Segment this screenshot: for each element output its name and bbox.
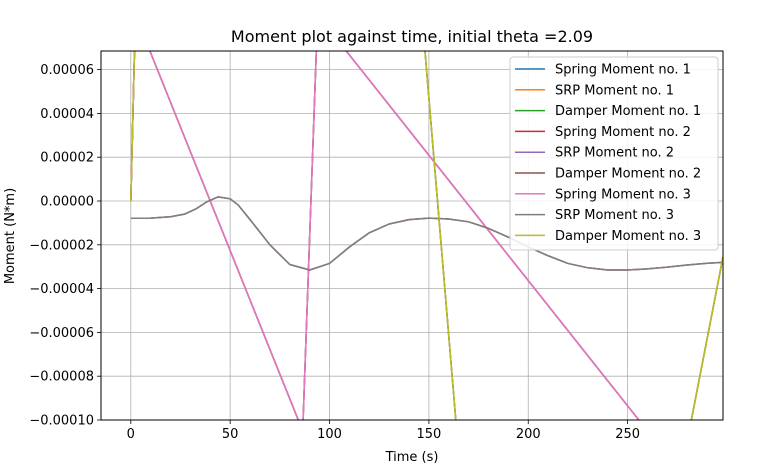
y-tick-label: −0.00008 bbox=[29, 370, 94, 385]
y-tick-label: −0.00010 bbox=[29, 414, 94, 429]
y-tick-label: 0.00004 bbox=[40, 107, 94, 122]
y-tick-label: −0.00002 bbox=[29, 238, 94, 253]
x-axis-label: Time (s) bbox=[385, 450, 439, 465]
y-axis-label: Moment (N*m) bbox=[3, 188, 18, 284]
x-tick-label: 250 bbox=[615, 427, 640, 442]
series-line-7 bbox=[130, 51, 640, 420]
legend-label-2: SRP Moment no. 1 bbox=[555, 83, 674, 98]
y-tick-label: −0.00004 bbox=[29, 282, 94, 297]
x-tick-label: 100 bbox=[317, 427, 342, 442]
legend-label-4: Spring Moment no. 2 bbox=[555, 125, 691, 140]
legend-label-8: SRP Moment no. 3 bbox=[555, 208, 674, 223]
legend-label-6: Damper Moment no. 2 bbox=[555, 167, 701, 182]
x-tick-label: 150 bbox=[416, 427, 441, 442]
y-tick-label: 0.00006 bbox=[40, 63, 94, 78]
x-tick-label: 200 bbox=[516, 427, 541, 442]
plot-frame bbox=[100, 50, 724, 421]
series-lines bbox=[130, 51, 723, 420]
series-line-9 bbox=[130, 51, 723, 420]
y-tick-label: −0.00006 bbox=[29, 326, 94, 341]
legend-label-9: Damper Moment no. 3 bbox=[555, 229, 701, 244]
y-tick-label: 0.00002 bbox=[40, 151, 94, 166]
x-tick-label: 0 bbox=[127, 427, 135, 442]
legend-label-7: Spring Moment no. 3 bbox=[555, 187, 691, 202]
legend-label-1: Spring Moment no. 1 bbox=[555, 63, 691, 78]
y-tick-label: 0.00000 bbox=[40, 195, 94, 210]
legend: Spring Moment no. 1 SRP Moment no. 1 Dampe… bbox=[509, 56, 719, 251]
x-tick-label: 50 bbox=[222, 427, 239, 442]
axis-ticks: 0 50 100 150 200 250 0.00006 0.00004 0.00002 0.00… bbox=[29, 63, 640, 442]
legend-box bbox=[509, 56, 719, 251]
chart-title: Moment plot against time, initial theta … bbox=[231, 27, 593, 46]
legend-label-3: Damper Moment no. 1 bbox=[555, 104, 701, 119]
series-line-8 bbox=[130, 196, 723, 271]
legend-label-5: SRP Moment no. 2 bbox=[555, 146, 674, 161]
